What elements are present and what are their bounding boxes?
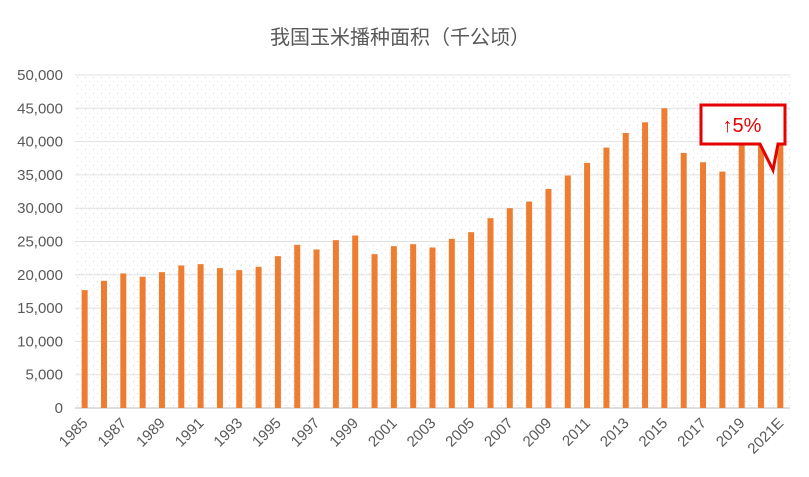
chart-title: 我国玉米播种面积（千公顷） bbox=[270, 25, 530, 49]
bar-1985 bbox=[81, 290, 88, 408]
bar-2012 bbox=[603, 147, 610, 408]
callout-box bbox=[699, 103, 787, 175]
bar-1997 bbox=[313, 249, 320, 408]
bar-2008 bbox=[526, 201, 533, 408]
bar-1986 bbox=[100, 280, 107, 408]
x-tick-label: 2005 bbox=[442, 415, 478, 451]
x-tick-label: 2003 bbox=[404, 415, 440, 451]
y-tick-label: 15,000 bbox=[17, 300, 63, 317]
y-tick-label: 5,000 bbox=[25, 367, 63, 384]
bar-1988 bbox=[139, 276, 146, 408]
bar-2000 bbox=[371, 254, 378, 408]
x-tick-label: 2019 bbox=[713, 415, 749, 451]
bar-1998 bbox=[332, 240, 339, 408]
bar-2016 bbox=[680, 152, 687, 408]
y-tick-label: 40,000 bbox=[17, 134, 63, 151]
x-axis: 1985 1987 1989 1991 1993 1995 1997 1999 2001 2003… bbox=[56, 415, 787, 458]
bar-2017 bbox=[700, 162, 707, 408]
bars bbox=[81, 108, 784, 409]
x-tick-label: 2015 bbox=[636, 415, 672, 451]
x-tick-label: 1991 bbox=[172, 415, 208, 451]
x-tick-label: 2017 bbox=[674, 415, 710, 451]
y-tick-label: 25,000 bbox=[17, 234, 63, 251]
bar-1996 bbox=[294, 244, 301, 408]
bar-1989 bbox=[158, 272, 165, 408]
bar-2002 bbox=[410, 244, 417, 408]
bar-2001 bbox=[390, 246, 397, 408]
x-tick-label: 1987 bbox=[95, 415, 131, 451]
bar-1999 bbox=[352, 235, 359, 408]
y-tick-label: 30,000 bbox=[17, 200, 63, 217]
x-tick-label: 2021E bbox=[744, 415, 787, 458]
bar-1991 bbox=[197, 264, 204, 408]
bar-2004 bbox=[448, 238, 455, 408]
bar-1993 bbox=[236, 270, 243, 408]
bar-1987 bbox=[120, 273, 127, 408]
bar-2003 bbox=[429, 247, 436, 408]
y-tick-label: 35,000 bbox=[17, 167, 63, 184]
x-tick-label: 2001 bbox=[365, 415, 401, 451]
y-axis: 0 5,000 10,000 15,000 20,000 25,000 30,000 35,0… bbox=[17, 67, 63, 417]
annotation-callout: ↑5% bbox=[699, 103, 787, 175]
bar-2013 bbox=[622, 132, 629, 408]
x-tick-label: 2013 bbox=[597, 415, 633, 451]
bar-2011 bbox=[584, 162, 591, 408]
bar-2019 bbox=[738, 129, 745, 408]
x-tick-label: 1999 bbox=[326, 415, 362, 451]
bar-2018 bbox=[719, 171, 726, 408]
x-tick-label: 1997 bbox=[288, 415, 324, 451]
bar-2021E bbox=[777, 119, 784, 408]
x-tick-label: 1993 bbox=[210, 415, 246, 451]
bar-1994 bbox=[255, 266, 262, 408]
x-tick-label: 2007 bbox=[481, 415, 517, 451]
bar-2006 bbox=[487, 218, 494, 408]
bar-2015 bbox=[661, 108, 668, 409]
bar-2014 bbox=[642, 122, 649, 408]
x-tick-label: 2009 bbox=[520, 415, 556, 451]
y-tick-label: 10,000 bbox=[17, 333, 63, 350]
bar-2007 bbox=[506, 208, 513, 408]
bar-1990 bbox=[178, 265, 185, 408]
callout-text: ↑5% bbox=[723, 115, 762, 137]
y-tick-label: 20,000 bbox=[17, 267, 63, 284]
bar-1995 bbox=[274, 256, 281, 408]
bar-2020 bbox=[758, 132, 765, 408]
y-tick-label: 50,000 bbox=[17, 67, 63, 84]
x-tick-label: 1995 bbox=[249, 415, 285, 451]
bar-2009 bbox=[545, 188, 552, 408]
x-tick-label: 1985 bbox=[56, 415, 92, 451]
x-tick-label: 2011 bbox=[559, 415, 594, 450]
bar-2005 bbox=[468, 232, 475, 408]
y-tick-label: 0 bbox=[55, 400, 63, 417]
bar-1992 bbox=[216, 268, 223, 408]
bar-2010 bbox=[564, 175, 571, 408]
x-tick-label: 1989 bbox=[133, 415, 169, 451]
y-tick-label: 45,000 bbox=[17, 100, 63, 117]
